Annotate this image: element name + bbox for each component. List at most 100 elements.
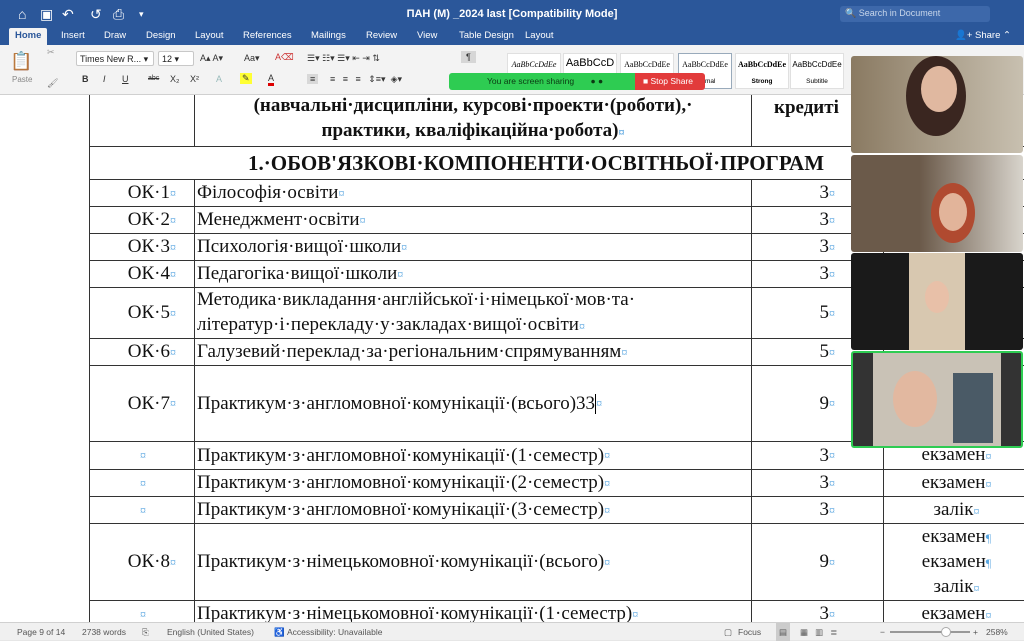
tab-view[interactable]: View xyxy=(417,30,438,41)
credits-cell[interactable]: 3 ¤ xyxy=(752,601,884,622)
align-center-button[interactable]: ≡ ≡ ≡ ⇕≡▾ ◈▾ xyxy=(330,74,403,84)
underline-button[interactable]: U xyxy=(122,74,129,84)
tab-draw[interactable]: Draw xyxy=(104,30,127,41)
code-cell[interactable]: ¤ xyxy=(90,470,195,497)
section-heading[interactable]: 1.·ОБОВ'ЯЗКОВІ·КОМПОНЕНТИ·ОСВІТНЬОЇ·ПРОГ… xyxy=(90,147,1024,180)
search-input[interactable]: 🔍 Search in Document xyxy=(840,6,990,22)
tab-mailings[interactable]: Mailings xyxy=(311,30,346,41)
style-strong[interactable]: AaBbCcDdEe Strong xyxy=(735,53,789,89)
code-cell[interactable]: ОК·1 ¤ xyxy=(90,180,195,207)
control-cell[interactable]: екзамен¤ xyxy=(884,442,1024,470)
italic-button[interactable]: I xyxy=(103,74,106,84)
align-left-button[interactable]: ≡ xyxy=(307,74,319,84)
code-cell[interactable]: ОК·7 ¤ xyxy=(90,366,195,442)
control-cell[interactable]: екзамен¤ xyxy=(884,470,1024,497)
print-icon[interactable]: ⎙ xyxy=(113,6,125,22)
name-cell[interactable]: Практикум·з·англомовної·комунікації·(3·с… xyxy=(195,497,752,524)
tab-table-layout[interactable]: Layout xyxy=(525,30,554,41)
font-size-select[interactable]: 12 ▾ xyxy=(158,51,194,66)
credits-cell[interactable]: 3 ¤ xyxy=(752,470,884,497)
code-cell[interactable]: ОК·8 ¤ xyxy=(90,524,195,601)
accessibility-status[interactable]: Accessibility: Unavailable xyxy=(287,627,383,637)
video-tile-participant[interactable] xyxy=(851,56,1023,153)
zoom-level[interactable]: 258% xyxy=(986,627,1008,637)
customize-icon[interactable]: ▾ xyxy=(139,9,144,19)
focus-icon[interactable]: ▢ xyxy=(724,627,733,637)
format-painter-icon[interactable]: 🖌 xyxy=(47,78,59,88)
name-cell[interactable]: Практикум·з·німецькомовної·комунікації·(… xyxy=(195,524,752,601)
save-icon[interactable]: ▣ xyxy=(40,6,54,22)
home-icon[interactable]: ⌂ xyxy=(18,6,27,22)
zoom-slider[interactable] xyxy=(890,631,970,633)
font-name-select[interactable]: Times New R... ▾ xyxy=(76,51,154,66)
name-cell[interactable]: Практикум·з·англомовної·комунікації·(1·с… xyxy=(195,442,752,470)
proofing-icon[interactable]: ⎘ xyxy=(142,627,149,637)
end-of-cell-mark: ¤ xyxy=(985,607,992,622)
control-cell[interactable]: екзамен¤ xyxy=(884,601,1024,623)
name-cell[interactable]: Філософія·освіти ¤ xyxy=(195,180,752,207)
tab-design[interactable]: Design xyxy=(146,30,176,41)
code-cell[interactable]: ОК·3 ¤ xyxy=(90,234,195,261)
control-cell[interactable]: залік¤ xyxy=(884,497,1024,524)
text-effects-icon[interactable]: A xyxy=(216,74,223,84)
tab-table-design[interactable]: Table Design xyxy=(459,30,514,41)
stop-share-button[interactable]: ■ Stop Share xyxy=(635,73,705,90)
redo-icon[interactable]: ↺ xyxy=(90,6,102,22)
print-layout-icon[interactable]: ▤ xyxy=(776,623,791,641)
video-tile-participant[interactable] xyxy=(851,155,1023,252)
cut-icon[interactable]: ✂ xyxy=(47,47,55,57)
code-cell[interactable]: ОК·2 ¤ xyxy=(90,207,195,234)
credits-cell[interactable]: 3 ¤ xyxy=(752,497,884,524)
tab-home[interactable]: Home xyxy=(9,28,48,45)
word-count[interactable]: 2738 words xyxy=(82,627,126,637)
show-formatting-button[interactable]: ¶ xyxy=(461,51,476,63)
name-cell[interactable]: Практикум·з·німецькомовної·комунікації·(… xyxy=(195,601,752,622)
share-button[interactable]: 👤+ Share ⌃ xyxy=(955,30,1011,41)
language[interactable]: English (United States) xyxy=(167,627,254,637)
code-cell[interactable]: ¤ xyxy=(90,442,195,470)
highlight-icon[interactable]: ✎ xyxy=(240,73,252,84)
name-cell[interactable]: Галузевий·переклад·за·регіональним·спрям… xyxy=(195,339,752,366)
focus-button[interactable]: Focus xyxy=(738,627,762,637)
paste-icon[interactable]: 📋 xyxy=(10,51,33,71)
tab-review[interactable]: Review xyxy=(366,30,398,41)
control-cell[interactable]: екзамен¶ екзамен¶ залік¤ xyxy=(884,524,1024,601)
name-cell[interactable]: Менеджмент·освіти ¤ xyxy=(195,207,752,234)
code-cell[interactable]: ОК·6 ¤ xyxy=(90,339,195,366)
clear-formatting-icon[interactable]: A⌫ xyxy=(275,52,294,62)
code-cell[interactable]: ОК·5 ¤ xyxy=(90,288,195,339)
header-subject[interactable]: (навчальні·дисципліни, курсові·проекти·(… xyxy=(195,95,752,147)
credits-cell[interactable]: 9 ¤ xyxy=(752,524,884,601)
tab-layout[interactable]: Layout xyxy=(195,30,224,41)
bold-button[interactable]: B xyxy=(82,74,89,84)
zoom-in-button[interactable]: + xyxy=(973,627,978,637)
code-cell[interactable]: ОК·4 ¤ xyxy=(90,261,195,288)
name-cell[interactable]: Педагогіка·вищої·школи ¤ xyxy=(195,261,752,288)
grow-font-icon[interactable]: A▴ A▾ xyxy=(200,53,224,63)
video-tile-participant[interactable] xyxy=(851,253,1023,350)
strikethrough-button[interactable]: abc xyxy=(148,75,160,82)
web-layout-icon[interactable]: ▦ ▥ ≣ xyxy=(800,627,838,637)
zoom-out-button[interactable]: − xyxy=(880,627,885,637)
font-color-icon[interactable]: A xyxy=(268,73,275,86)
video-tile-active-speaker[interactable] xyxy=(851,351,1023,448)
header-cell[interactable] xyxy=(90,95,195,147)
name-cell[interactable]: Методика·викладання·англійської·і·німець… xyxy=(195,288,752,339)
name-cell[interactable]: Психологія·вищої·школи ¤ xyxy=(195,234,752,261)
change-case-icon[interactable]: Aa▾ xyxy=(244,53,260,63)
page-count[interactable]: Page 9 of 14 xyxy=(17,627,66,637)
screen-share-indicator[interactable]: You are screen sharing ● ● xyxy=(449,73,635,90)
tab-references[interactable]: References xyxy=(243,30,292,41)
code-cell[interactable]: ¤ xyxy=(90,497,195,524)
superscript-button[interactable]: X² xyxy=(190,74,199,84)
undo-icon[interactable]: ↶ xyxy=(62,6,74,22)
style-subtitle[interactable]: AaBbCcDdEe Subtitle xyxy=(790,53,844,89)
subscript-button[interactable]: X₂ xyxy=(170,74,180,84)
tab-insert[interactable]: Insert xyxy=(61,30,85,41)
zoom-slider-thumb[interactable] xyxy=(941,627,951,637)
name-cell[interactable]: Практикум·з·англомовної·комунікації·(всь… xyxy=(195,366,752,442)
bullets-icon[interactable]: ☰▾ ☷▾ ☰▾ ⇤ ⇥ ⇅ xyxy=(307,53,380,63)
credits-cell[interactable]: 3 ¤ xyxy=(752,442,884,470)
code-cell[interactable]: ¤ xyxy=(90,601,195,622)
name-cell[interactable]: Практикум·з·англомовної·комунікації·(2·с… xyxy=(195,470,752,497)
